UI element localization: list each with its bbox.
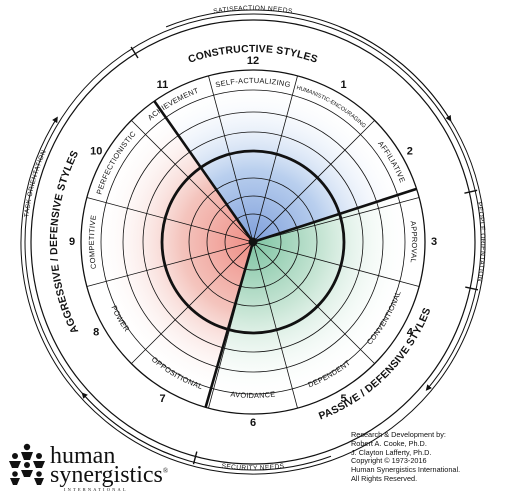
- segment-number-12: 12: [247, 55, 259, 67]
- segment-spoke: [252, 197, 420, 243]
- aggressive-defensive-styles-title: AGGRESSIVE / DEFENSIVE STYLES: [49, 149, 81, 335]
- segment-spoke: [86, 241, 254, 287]
- segment-spoke: [252, 75, 298, 243]
- task-satisfaction-tick: [130, 46, 139, 59]
- grid-ring: [80, 69, 426, 415]
- aggressive-defensive-sector: [100, 117, 254, 389]
- style-sectors: [100, 89, 405, 394]
- satisfaction-arrow-left: [20, 9, 486, 475]
- grid-ring: [188, 177, 318, 307]
- segment-number-2: 2: [407, 146, 413, 158]
- security-task-tick: [192, 451, 198, 465]
- segment-number-4: 4: [407, 327, 414, 339]
- credits-line: Robert A. Cooke, Ph.D.: [351, 438, 427, 448]
- grid-ring: [100, 89, 406, 395]
- segment-spoke: [131, 241, 254, 364]
- logo-word-text: synergistics: [50, 462, 163, 488]
- passive-defensive-sector: [211, 195, 405, 394]
- outer-frame-ring: [30, 19, 476, 465]
- grid-ring: [206, 195, 300, 289]
- people-satisfaction-tick: [464, 189, 478, 194]
- credits-line: Copyright © 1973-2016: [351, 456, 427, 466]
- logo-figures-icon: [9, 443, 45, 485]
- segment-number-7: 7: [159, 393, 165, 405]
- segment-spoke: [86, 197, 254, 243]
- human-synergistics-logo: human synergistics® INTERNATIONAL: [4, 440, 174, 492]
- constructive-sector: [165, 89, 398, 243]
- segment-label-self-actualizing: SELF-ACTUALIZING: [214, 76, 291, 89]
- grid-ring: [142, 131, 364, 353]
- grid-ring: [224, 213, 282, 271]
- constructive-aggressive-boundary: [153, 100, 255, 243]
- segment-label-avoidance: AVOIDANCE: [230, 389, 276, 400]
- security-arrow-left: [81, 392, 176, 457]
- segment-number-6: 6: [250, 417, 256, 429]
- grid-ring: [122, 111, 384, 373]
- segment-label-competitive: COMPETITIVE: [87, 214, 98, 269]
- segment-number-9: 9: [69, 236, 75, 248]
- segment-spoke: [252, 241, 420, 287]
- segment-spoke: [252, 241, 298, 409]
- logo-word-human: human: [50, 443, 116, 469]
- segment-spoke: [208, 75, 254, 243]
- bold-reference-ring: [160, 149, 346, 335]
- segment-spoke: [252, 241, 375, 364]
- segment-spoke: [131, 120, 254, 243]
- segment-number-10: 10: [90, 146, 102, 158]
- constructive-passive-boundary: [252, 187, 417, 244]
- segment-number-5: 5: [340, 393, 346, 405]
- people-orientation-label: PEOPLE ORIENTATION: [476, 202, 486, 283]
- circumplex-grid: [30, 19, 476, 465]
- center-dot: [248, 237, 258, 247]
- security-needs-label: SECURITY NEEDS: [221, 463, 285, 472]
- credits-line: Research & Development by:: [351, 430, 446, 439]
- segment-number-8: 8: [93, 327, 99, 339]
- credits-line: All Rights Reserved.: [351, 473, 418, 483]
- logo-word-international: INTERNATIONAL: [64, 487, 128, 492]
- people-security-tick: [465, 286, 479, 291]
- passive-aggressive-boundary: [204, 241, 255, 408]
- segment-label-approval: APPROVAL: [409, 220, 419, 263]
- segment-number-11: 11: [157, 79, 169, 91]
- segment-number-3: 3: [431, 236, 437, 248]
- orientation-arrows: [20, 9, 486, 475]
- credits-line: J. Clayton Lafferty, Ph.D.: [351, 447, 432, 457]
- registered-mark: ®: [162, 467, 169, 475]
- logo-word-synergistics: synergistics®: [50, 462, 168, 489]
- segment-number-1: 1: [340, 79, 346, 91]
- segment-spoke: [252, 120, 375, 243]
- credits-line: Human Synergistics International.: [351, 465, 461, 475]
- credits-block: Research & Development by: Robert A. Coo…: [351, 430, 461, 484]
